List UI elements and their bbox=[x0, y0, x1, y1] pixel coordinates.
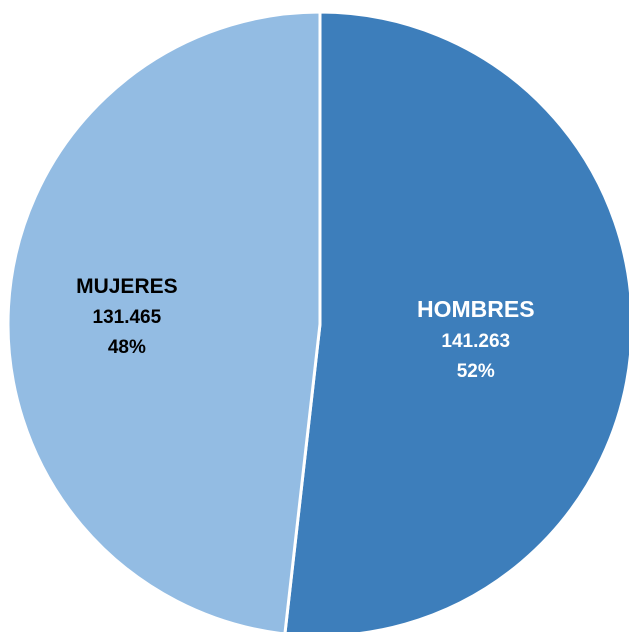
slice-label-group-hombres: HOMBRES 141.263 52% bbox=[417, 296, 535, 382]
pie-slice-hombres bbox=[283, 10, 629, 632]
pie-slice-mujeres bbox=[6, 10, 322, 632]
slice-label-mujeres: MUJERES bbox=[76, 275, 178, 298]
slice-value-hombres: 141.263 bbox=[441, 331, 510, 352]
slice-percent-mujeres: 48% bbox=[108, 337, 146, 358]
slice-percent-hombres: 52% bbox=[457, 361, 495, 382]
slice-label-hombres: HOMBRES bbox=[417, 296, 535, 322]
slice-value-mujeres: 131.465 bbox=[93, 307, 162, 328]
slice-label-group-mujeres: MUJERES 131.465 48% bbox=[76, 275, 178, 358]
